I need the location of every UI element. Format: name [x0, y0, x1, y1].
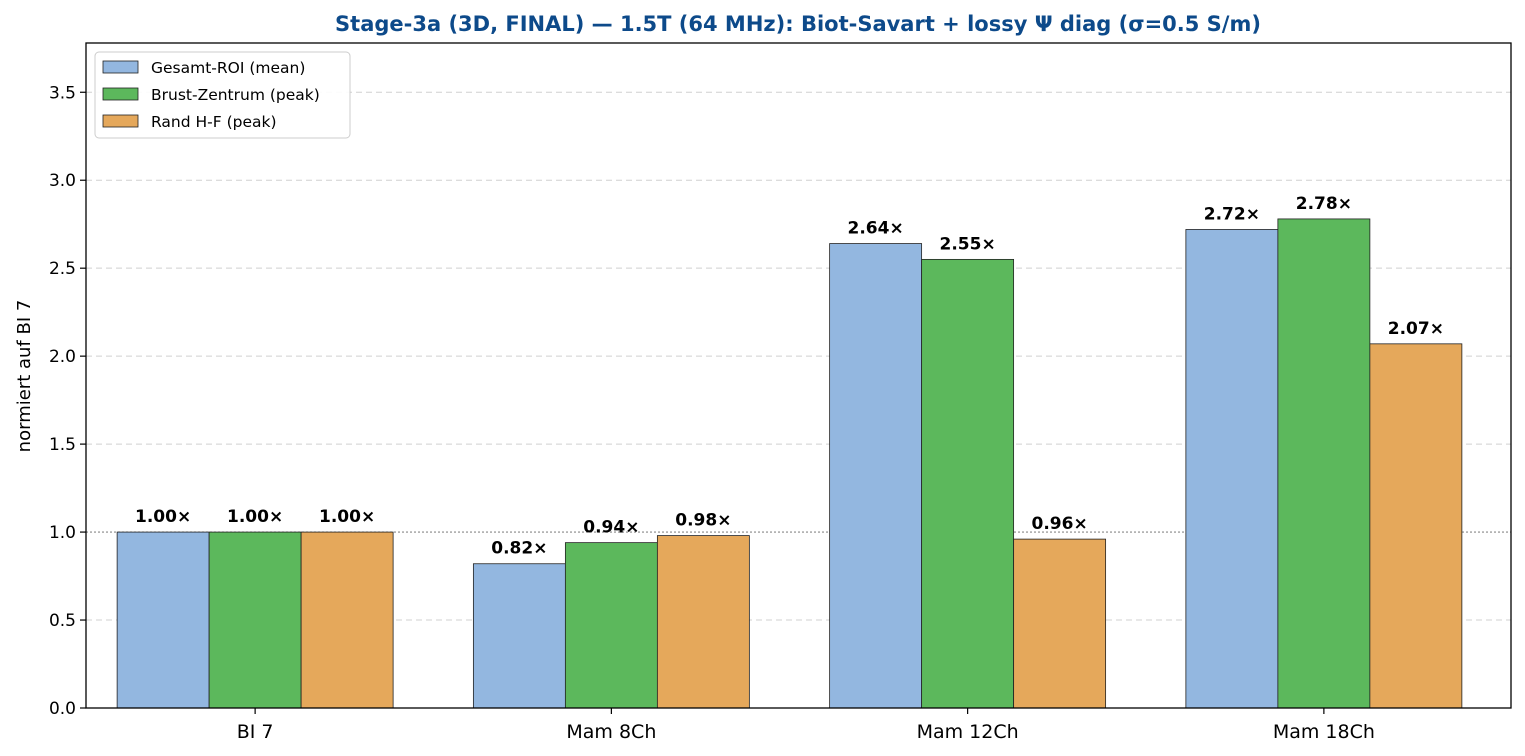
data-label: 0.82×: [491, 539, 547, 559]
y-tick-label: 0.0: [49, 699, 76, 719]
legend-label: Rand H-F (peak): [151, 113, 277, 131]
bar: [300, 531, 394, 709]
x-tick-label: BI 7: [237, 721, 274, 743]
legend-box: [94, 51, 351, 139]
data-labels: 1.00× 1.00× 1.00× 0.82× 0.94× 0.98× 2.64× 2.55×…: [135, 194, 1444, 559]
data-label: 2.64×: [848, 219, 904, 239]
data-label: 0.94×: [583, 518, 639, 538]
data-label: 2.07×: [1388, 319, 1444, 339]
legend-label: Brust-Zentrum (peak): [151, 86, 320, 104]
legend: Gesamt-ROI (mean) Brust-Zentrum (peak) Ran…: [94, 51, 351, 139]
data-label: 1.00×: [135, 507, 191, 527]
legend-swatch: [102, 60, 139, 74]
y-tick-label: 2.0: [49, 347, 76, 367]
data-label: 2.78×: [1296, 194, 1352, 214]
bar: [208, 531, 302, 709]
x-tick-label: Mam 12Ch: [917, 721, 1019, 743]
bar: [921, 258, 1015, 709]
bar: [472, 563, 566, 709]
data-label: 1.00×: [319, 507, 375, 527]
plot-frame: [85, 42, 1512, 709]
bar: [1013, 538, 1107, 709]
data-label: 0.96×: [1032, 514, 1088, 534]
y-tick-label: 1.0: [49, 523, 76, 543]
y-tick-label: 3.5: [49, 83, 76, 103]
legend-swatch: [102, 87, 139, 101]
y-tick-label: 2.5: [49, 259, 76, 279]
bars: [116, 218, 1463, 709]
grid-lines: [86, 91, 1511, 621]
bar: [656, 535, 750, 709]
x-tick-label: Mam 18Ch: [1273, 721, 1375, 743]
data-label: 0.98×: [675, 511, 731, 531]
legend-label: Gesamt-ROI (mean): [151, 59, 305, 77]
y-axis-label: normiert auf BI 7: [14, 300, 35, 453]
data-label: 2.55×: [940, 234, 996, 254]
bar: [1185, 229, 1279, 709]
y-axis: 0.0 0.5 1.0 1.5 2.0 2.5 3.0 3.5: [49, 83, 86, 719]
y-tick-label: 1.5: [49, 435, 76, 455]
bar: [116, 531, 210, 709]
data-label: 2.72×: [1204, 204, 1260, 224]
bar: [564, 542, 658, 709]
x-tick-label: Mam 8Ch: [566, 721, 656, 743]
y-tick-label: 3.0: [49, 171, 76, 191]
bar: [829, 243, 923, 709]
y-tick-label: 0.5: [49, 611, 76, 631]
x-axis: BI 7 Mam 8Ch Mam 12Ch Mam 18Ch: [237, 708, 1375, 743]
bar: [1369, 343, 1463, 709]
legend-swatch: [102, 114, 139, 128]
chart-title: Stage-3a (3D, FINAL) — 1.5T (64 MHz): Bi…: [335, 12, 1261, 36]
bar: [1277, 218, 1371, 709]
data-label: 1.00×: [227, 507, 283, 527]
